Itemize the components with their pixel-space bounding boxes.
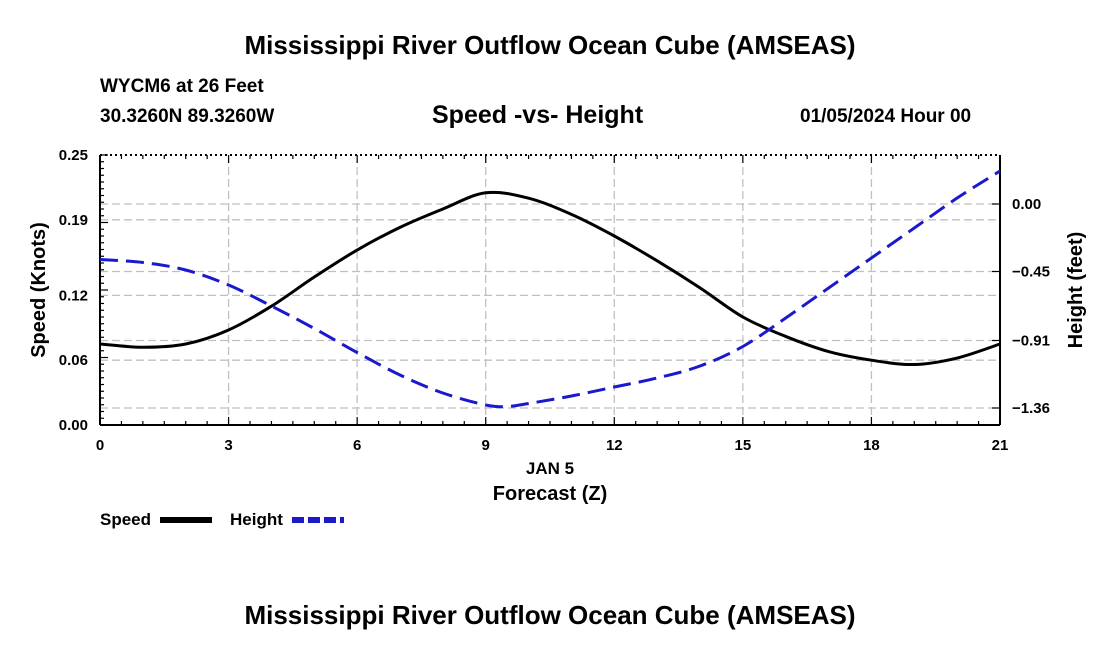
x-tick-label: 12 <box>606 437 623 454</box>
x-tick-label: 3 <box>224 437 232 454</box>
y-tick-label: 0.19 <box>59 212 88 229</box>
x-tick-label: 6 <box>353 437 361 454</box>
x-axis-title: Forecast (Z) <box>493 483 607 505</box>
y2-tick-label: −0.45 <box>1012 264 1050 281</box>
legend-height-swatch <box>292 517 344 523</box>
legend-height-label: Height <box>230 510 283 529</box>
legend-speed-swatch <box>160 517 212 523</box>
x-tick-label: 21 <box>992 437 1009 454</box>
legend-speed-label: Speed <box>100 510 152 529</box>
footer-title: Mississippi River Outflow Ocean Cube (AM… <box>244 600 856 630</box>
y-axis-title-right: Height (feet) <box>1065 232 1087 349</box>
x-tick-label: 0 <box>96 437 104 454</box>
chart-title-main: Mississippi River Outflow Ocean Cube (AM… <box>244 30 856 60</box>
x-tick-label: 15 <box>735 437 752 454</box>
coordinates-label: 30.3260N 89.3260W <box>100 106 275 127</box>
y2-tick-label: 0.00 <box>1012 196 1041 213</box>
y2-tick-label: −0.91 <box>1012 333 1050 350</box>
y-tick-label: 0.12 <box>59 287 88 304</box>
y-tick-label: 0.25 <box>59 147 88 164</box>
forecast-date-label: 01/05/2024 Hour 00 <box>800 106 972 127</box>
y-axis-title-left: Speed (Knots) <box>28 222 50 358</box>
y-tick-label: 0.00 <box>59 417 88 434</box>
series-line-speed <box>99 190 1001 367</box>
x-axis-date-label: JAN 5 <box>526 459 574 478</box>
chart-subtitle: Speed -vs- Height <box>432 101 644 129</box>
x-tick-label: 18 <box>863 437 880 454</box>
series-line-height <box>99 169 1001 409</box>
x-tick-label: 9 <box>482 437 490 454</box>
y2-tick-label: −1.36 <box>1012 400 1050 417</box>
station-label: WYCM6 at 26 Feet <box>100 76 264 97</box>
y-tick-label: 0.06 <box>59 352 88 369</box>
